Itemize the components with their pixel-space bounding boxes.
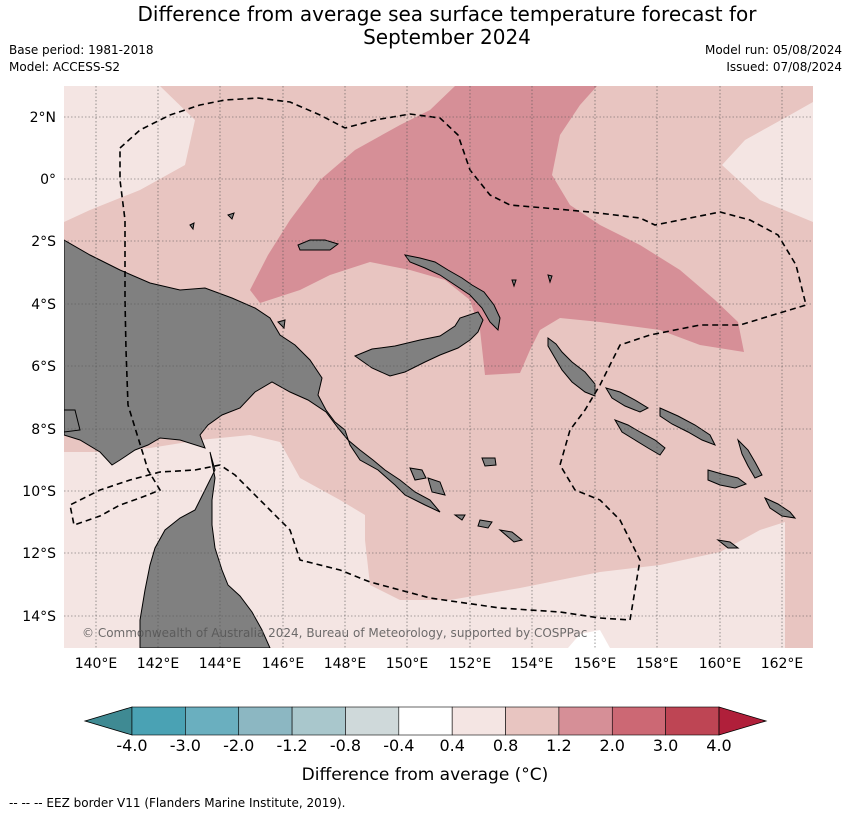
- eez-border-png: [69, 97, 807, 621]
- colorbar-tick-label: 3.0: [653, 736, 678, 755]
- colorbar-bin: [558, 706, 613, 736]
- chart-title: Difference from average sea surface temp…: [0, 3, 850, 49]
- colorbar-tick-label: -0.4: [383, 736, 414, 755]
- eez-legend-footnote: -- -- -- EEZ border V11 (Flanders Marine…: [9, 796, 346, 810]
- title-line-1: Difference from average sea surface temp…: [137, 2, 757, 26]
- island-choiseul: [604, 387, 650, 413]
- meta-right: Model run: 05/08/2024 Issued: 07/08/2024: [705, 42, 842, 76]
- colorbar-bin: [665, 706, 720, 736]
- island-rennell: [716, 539, 740, 549]
- colorbar-tick-label: 0.4: [439, 736, 464, 755]
- lon-label: 162°E: [761, 656, 804, 672]
- colorbar-bin: [611, 706, 666, 736]
- lat-label: 6°S: [31, 359, 56, 375]
- lat-label: 2°S: [31, 234, 56, 250]
- copyright-notice: © Commonwealth of Australia 2024, Bureau…: [82, 626, 587, 640]
- colorbar-tick-label: 1.2: [546, 736, 571, 755]
- islands-louisiade: [453, 514, 524, 543]
- colorbar-tick-label: 0.8: [493, 736, 518, 755]
- colorbar-bin: [185, 706, 240, 736]
- model-run: Model run: 05/08/2024: [704, 43, 842, 57]
- sst-zone-strong: [250, 86, 744, 375]
- island-guadalcanal: [707, 469, 748, 489]
- island-makira: [763, 496, 797, 519]
- lat-label: 0°: [40, 172, 56, 188]
- model-name: Model: ACCESS-S2: [9, 60, 121, 74]
- islands-small-north: [189, 212, 553, 330]
- lat-label: 4°S: [31, 297, 56, 313]
- lat-label: 10°S: [22, 484, 56, 500]
- colorbar-bin: [345, 706, 400, 736]
- meta-left: Base period: 1981-2018 Model: ACCESS-S2: [9, 42, 154, 76]
- graticule: [64, 86, 813, 648]
- lon-label: 154°E: [511, 656, 554, 672]
- island-new-britain: [353, 311, 484, 377]
- map-panel: © Commonwealth of Australia 2024, Bureau…: [64, 86, 813, 648]
- colorbar-label: Difference from average (°C): [302, 765, 549, 785]
- sst-zone-light-northwest: [64, 86, 195, 222]
- sst-zone-white-south: [568, 630, 610, 648]
- lat-label: 2°N: [30, 110, 56, 126]
- lon-label: 142°E: [137, 656, 180, 672]
- sst-zone-light-northeast: [722, 102, 813, 222]
- colorbar-bin: [291, 706, 346, 736]
- lat-label: 12°S: [22, 546, 56, 562]
- colorbar-bin: [398, 706, 453, 736]
- colorbar-tick-label: -2.0: [223, 736, 254, 755]
- sst-zone-light-south: [64, 435, 785, 648]
- lon-label: 146°E: [262, 656, 305, 672]
- lon-label: 160°E: [699, 656, 742, 672]
- island-malaita: [736, 438, 763, 479]
- colorbar-ticks: -4.0 -3.0 -2.0 -1.2 -0.8 -0.4 0.4 0.8 1.2 2.0 3.0 4…: [116, 736, 731, 755]
- colorbar-bin: [451, 706, 506, 736]
- colorbar-tick-label: 4.0: [706, 736, 731, 755]
- lat-label: 8°S: [31, 422, 56, 438]
- island-santa-isabel: [659, 407, 717, 446]
- colorbar-bin: [131, 706, 186, 736]
- issued-date: Issued: 07/08/2024: [726, 60, 842, 74]
- colorbar-extend-max: [718, 706, 768, 736]
- lon-label: 156°E: [574, 656, 617, 672]
- title-line-2: September 2024: [363, 25, 531, 49]
- lon-label: 140°E: [75, 656, 118, 672]
- island-bougainville: [547, 337, 596, 397]
- lon-label: 152°E: [449, 656, 492, 672]
- colorbar-tick-label: 2.0: [600, 736, 625, 755]
- lon-label: 148°E: [324, 656, 367, 672]
- longitude-labels: 140°E 142°E 144°E 146°E 148°E 150°E 152°…: [75, 656, 804, 672]
- latitude-labels: 2°N 0° 2°S 4°S 6°S 8°S 10°S 12°S 14°S: [22, 110, 56, 625]
- island-manus: [297, 239, 340, 251]
- colorbar-tick-label: -3.0: [170, 736, 201, 755]
- colorbar-bin: [238, 706, 293, 736]
- lon-label: 144°E: [199, 656, 242, 672]
- colorbar: [83, 706, 768, 736]
- lat-label: 14°S: [22, 609, 56, 625]
- colorbar-tick-label: -1.2: [276, 736, 307, 755]
- colorbar-bin: [505, 706, 560, 736]
- base-period: Base period: 1981-2018: [9, 43, 154, 57]
- colorbar-tick-label: -0.8: [330, 736, 361, 755]
- colorbar-tick-label: -4.0: [116, 736, 147, 755]
- islands-dentrecasteaux: [409, 457, 497, 496]
- island-new-ireland: [403, 254, 501, 332]
- lon-label: 158°E: [636, 656, 679, 672]
- lon-label: 150°E: [386, 656, 429, 672]
- colorbar-extend-min: [83, 706, 133, 736]
